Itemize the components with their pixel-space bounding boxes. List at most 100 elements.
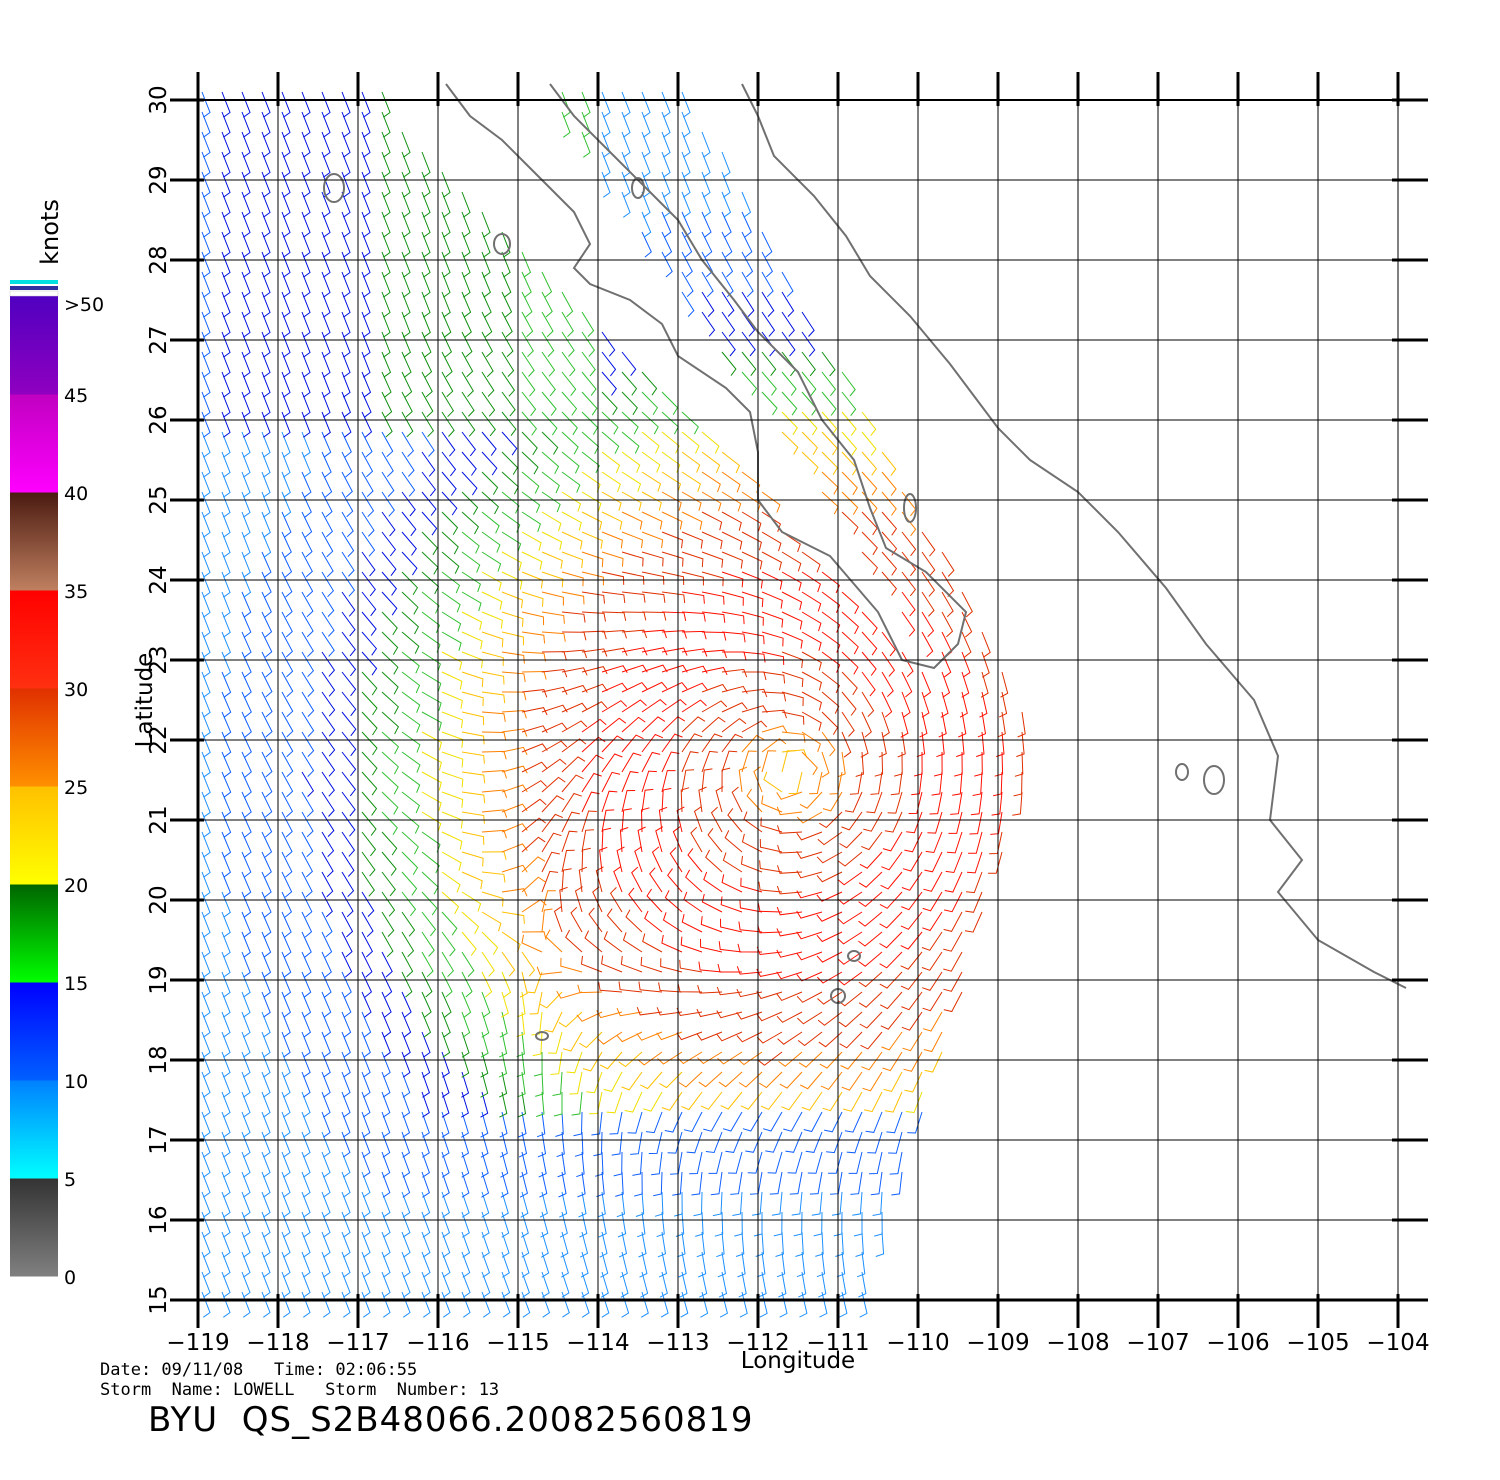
wind-barb xyxy=(441,1111,450,1138)
wind-barb xyxy=(703,1111,723,1132)
wind-barb xyxy=(301,891,313,918)
wind-barb xyxy=(759,838,783,853)
wind-barb xyxy=(261,1191,271,1218)
wind-barb xyxy=(401,571,419,595)
wind-barb xyxy=(221,91,231,118)
wind-barb xyxy=(738,1271,747,1298)
wind-barb xyxy=(421,271,431,298)
wind-barb xyxy=(421,531,438,556)
wind-barb xyxy=(616,1031,643,1043)
wind-barb xyxy=(940,691,949,718)
wind-barb xyxy=(761,271,774,298)
wind-barb xyxy=(461,1151,470,1178)
wind-barb xyxy=(321,491,333,518)
wind-barb xyxy=(593,1131,603,1157)
wind-barb xyxy=(461,351,474,378)
wind-barb xyxy=(461,811,485,824)
wind-barb xyxy=(421,171,431,198)
wind-barb xyxy=(301,1051,311,1078)
wind-barb xyxy=(581,131,591,158)
wind-barb xyxy=(816,971,843,984)
wind-barb xyxy=(621,411,639,435)
wind-barb xyxy=(441,651,463,671)
wind-barb xyxy=(641,491,662,511)
wind-barb xyxy=(714,1211,724,1237)
wind-barb xyxy=(716,1231,725,1258)
wind-barb xyxy=(541,611,565,624)
wind-barb xyxy=(461,331,473,358)
wind-barb xyxy=(681,471,702,492)
wind-barb xyxy=(922,991,943,1012)
wind-barb xyxy=(361,151,371,178)
wind-barb xyxy=(401,611,420,635)
wind-barb xyxy=(601,411,619,435)
wind-barb xyxy=(241,391,251,418)
wind-barb xyxy=(777,1031,803,1045)
legend-title: knots xyxy=(36,199,64,265)
wind-barb xyxy=(401,771,421,793)
wind-barb xyxy=(461,411,476,437)
wind-barb xyxy=(822,791,843,812)
wind-barb xyxy=(601,809,615,833)
wind-barb xyxy=(705,849,723,873)
island xyxy=(847,950,861,962)
wind-barb xyxy=(341,651,357,677)
wind-barb xyxy=(801,331,816,357)
wind-barb xyxy=(519,971,528,998)
wind-barb xyxy=(261,291,271,318)
wind-barb xyxy=(707,828,723,853)
wind-barb xyxy=(716,986,743,996)
wind-barb xyxy=(361,571,376,597)
wind-barb xyxy=(561,351,576,377)
wind-barb xyxy=(401,871,418,896)
wind-barb xyxy=(674,1191,683,1217)
wind-barb xyxy=(621,471,642,492)
wind-barb xyxy=(201,151,211,178)
longitude-tick-label: −107 xyxy=(1126,1330,1189,1356)
wind-barb xyxy=(904,1071,923,1093)
wind-barb xyxy=(480,1131,489,1158)
wind-barb xyxy=(261,711,273,738)
wind-barb xyxy=(481,750,507,760)
wind-barb xyxy=(501,823,528,833)
wind-barb xyxy=(201,1171,211,1198)
wind-barb xyxy=(521,271,532,298)
wind-barb xyxy=(701,211,712,238)
wind-barb xyxy=(241,611,252,638)
wind-barb xyxy=(661,787,672,813)
wind-barb xyxy=(421,351,433,378)
wind-barb xyxy=(581,471,601,493)
wind-barb xyxy=(796,1251,806,1278)
wind-barb xyxy=(753,1212,763,1237)
wind-barb xyxy=(621,1071,643,1091)
wind-barb xyxy=(540,1211,549,1238)
wind-barb xyxy=(574,1131,584,1157)
wind-barb xyxy=(401,731,421,753)
wind-barb xyxy=(681,699,707,713)
wind-barb xyxy=(441,431,456,457)
wind-barb xyxy=(541,431,559,455)
wind-barb xyxy=(321,811,335,837)
wind-barb xyxy=(741,611,764,626)
wind-barb xyxy=(737,1051,763,1066)
wind-barb xyxy=(879,931,903,949)
wind-barb xyxy=(241,1151,251,1178)
wind-barb xyxy=(441,1051,450,1078)
wind-barb xyxy=(547,1031,563,1054)
wind-barb xyxy=(541,351,556,377)
wind-barb xyxy=(841,651,859,675)
wind-barb xyxy=(421,971,433,998)
wind-barb xyxy=(501,951,516,977)
wind-barb xyxy=(501,691,527,701)
wind-barb xyxy=(801,411,818,436)
wind-barb xyxy=(341,291,351,318)
wind-barb xyxy=(281,611,293,638)
wind-barb xyxy=(576,1011,603,1022)
wind-barb xyxy=(381,851,397,876)
wind-barb xyxy=(980,671,989,698)
wind-barb xyxy=(869,1151,883,1175)
wind-barb xyxy=(621,91,631,118)
wind-barb xyxy=(752,1191,763,1216)
wind-barb xyxy=(441,851,462,871)
wind-barb xyxy=(584,930,603,953)
